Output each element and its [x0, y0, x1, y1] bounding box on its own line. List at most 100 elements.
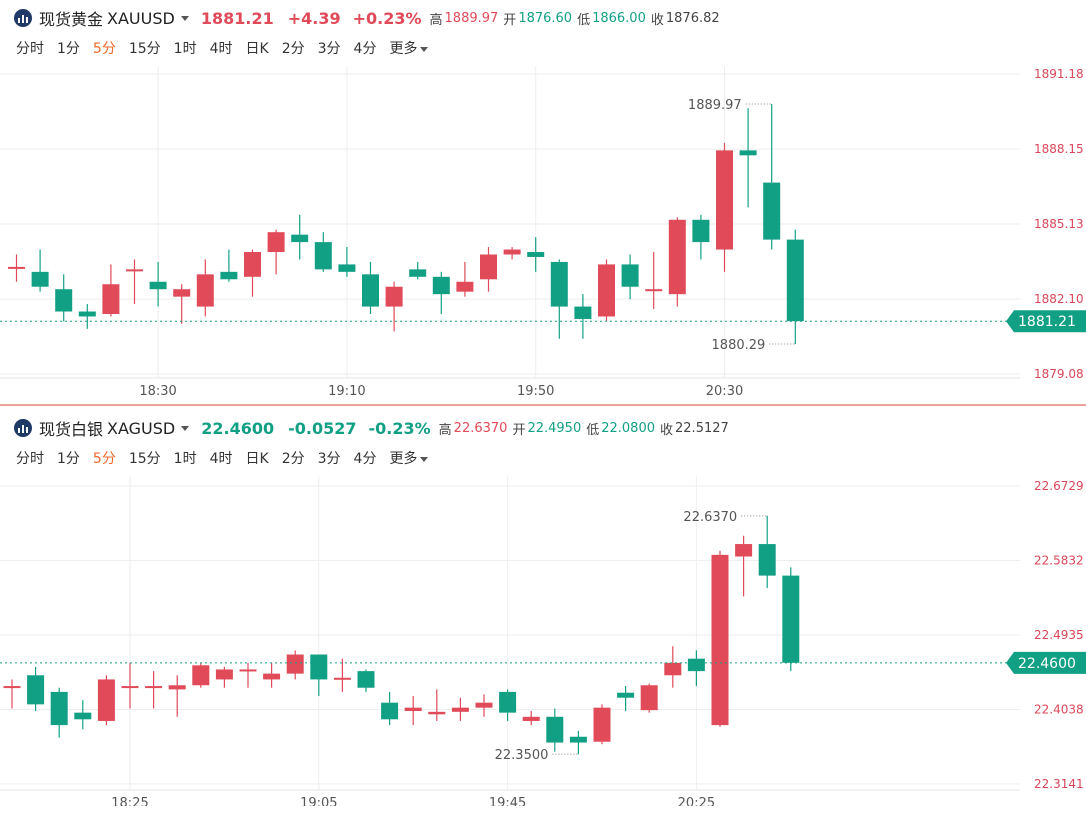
- candle[interactable]: [711, 550, 729, 727]
- tab-15min[interactable]: 15分: [128, 451, 161, 467]
- candle[interactable]: [668, 217, 686, 307]
- tab-4min[interactable]: 4分: [353, 451, 377, 467]
- tab-3min[interactable]: 3分: [317, 451, 341, 467]
- candle[interactable]: [546, 708, 564, 752]
- candle[interactable]: [55, 274, 73, 322]
- candle[interactable]: [645, 252, 663, 310]
- tab-more[interactable]: 更多: [389, 38, 429, 58]
- candle[interactable]: [362, 261, 379, 314]
- panel-divider[interactable]: [0, 404, 1086, 406]
- candle[interactable]: [381, 691, 399, 726]
- candle[interactable]: [786, 229, 804, 344]
- candle[interactable]: [173, 284, 191, 324]
- candle[interactable]: [621, 254, 639, 300]
- candle[interactable]: [239, 662, 257, 688]
- tab-more[interactable]: 更多: [389, 448, 429, 468]
- candle[interactable]: [527, 237, 545, 272]
- tab-1hour[interactable]: 1时: [173, 451, 197, 467]
- candle[interactable]: [404, 696, 422, 726]
- candle[interactable]: [126, 259, 143, 305]
- gold-symbol-code[interactable]: XAUUSD: [107, 8, 175, 28]
- candle[interactable]: [31, 249, 49, 292]
- silver-symbol-code[interactable]: XAGUSD: [107, 418, 176, 438]
- candle[interactable]: [338, 247, 356, 277]
- candle[interactable]: [763, 104, 781, 250]
- tab-fenshi[interactable]: 分时: [16, 451, 44, 467]
- gold-candlestick-chart[interactable]: 1891.18 1888.15 1885.13 1882.10 1879.08 18:30…: [0, 66, 1086, 398]
- tab-5min[interactable]: 5分: [92, 41, 116, 57]
- candle[interactable]: [664, 646, 682, 688]
- tab-1min[interactable]: 1分: [57, 41, 80, 57]
- candle[interactable]: [735, 535, 753, 597]
- candle[interactable]: [314, 232, 332, 272]
- candle[interactable]: [357, 669, 375, 692]
- candle[interactable]: [8, 254, 25, 282]
- candle[interactable]: [291, 214, 309, 260]
- tab-15min[interactable]: 15分: [128, 41, 161, 57]
- candle[interactable]: [574, 294, 592, 339]
- silver-candlestick-chart[interactable]: 22.6729 22.5832 22.4935 22.4038 22.3141 18:25…: [0, 476, 1086, 806]
- tab-1hour[interactable]: 1时: [173, 41, 197, 57]
- candle[interactable]: [593, 704, 611, 745]
- candle[interactable]: [409, 261, 427, 280]
- candle[interactable]: [687, 650, 705, 687]
- silver-symbol-name[interactable]: 现货白银: [39, 420, 104, 439]
- silver-close-label: 收: [660, 422, 674, 438]
- candle[interactable]: [74, 700, 92, 730]
- candle[interactable]: [27, 666, 45, 711]
- candle[interactable]: [220, 249, 238, 282]
- candle[interactable]: [640, 683, 658, 713]
- candle[interactable]: [50, 687, 68, 738]
- candle[interactable]: [286, 650, 304, 680]
- gold-symbol-name[interactable]: 现货黄金: [39, 10, 104, 29]
- symbol-dropdown-caret-icon[interactable]: [181, 425, 190, 431]
- candle[interactable]: [244, 249, 261, 297]
- tab-4min[interactable]: 4分: [353, 41, 377, 57]
- tab-fenshi[interactable]: 分时: [16, 41, 44, 57]
- candle[interactable]: [97, 675, 115, 726]
- candle[interactable]: [168, 675, 186, 717]
- tab-daily[interactable]: 日K: [245, 451, 269, 467]
- candle[interactable]: [145, 671, 163, 709]
- candle[interactable]: [456, 261, 474, 297]
- tab-5min[interactable]: 5分: [92, 451, 116, 467]
- candle[interactable]: [267, 229, 285, 275]
- candle[interactable]: [758, 515, 776, 589]
- tab-3min[interactable]: 3分: [317, 41, 341, 57]
- candle[interactable]: [215, 666, 233, 688]
- candle[interactable]: [617, 686, 635, 711]
- candle[interactable]: [333, 658, 351, 692]
- candle[interactable]: [503, 247, 521, 260]
- candle[interactable]: [3, 679, 21, 709]
- candle[interactable]: [692, 214, 710, 260]
- tab-2min[interactable]: 2分: [281, 41, 305, 57]
- tab-4hour[interactable]: 4时: [209, 451, 233, 467]
- candle[interactable]: [475, 694, 493, 717]
- symbol-dropdown-caret-icon[interactable]: [180, 15, 189, 21]
- candle[interactable]: [598, 259, 615, 322]
- candle[interactable]: [263, 662, 281, 688]
- candle[interactable]: [385, 281, 403, 332]
- candle[interactable]: [149, 261, 167, 307]
- candle[interactable]: [428, 689, 446, 721]
- candle[interactable]: [499, 689, 517, 721]
- candle[interactable]: [121, 662, 139, 709]
- candle[interactable]: [739, 108, 757, 208]
- candle[interactable]: [569, 730, 587, 755]
- candle[interactable]: [310, 654, 328, 697]
- tab-4hour[interactable]: 4时: [209, 41, 233, 57]
- candle[interactable]: [716, 142, 733, 272]
- candle[interactable]: [78, 304, 96, 329]
- candle[interactable]: [451, 697, 469, 721]
- candle[interactable]: [196, 259, 214, 317]
- candle[interactable]: [480, 247, 497, 292]
- tab-daily[interactable]: 日K: [245, 41, 269, 57]
- candle[interactable]: [432, 271, 450, 314]
- tab-1min[interactable]: 1分: [57, 451, 80, 467]
- candle[interactable]: [102, 264, 120, 317]
- candle[interactable]: [522, 710, 540, 726]
- tab-2min[interactable]: 2分: [281, 451, 305, 467]
- candle[interactable]: [550, 259, 568, 339]
- candle[interactable]: [782, 567, 800, 672]
- candle[interactable]: [192, 662, 210, 688]
